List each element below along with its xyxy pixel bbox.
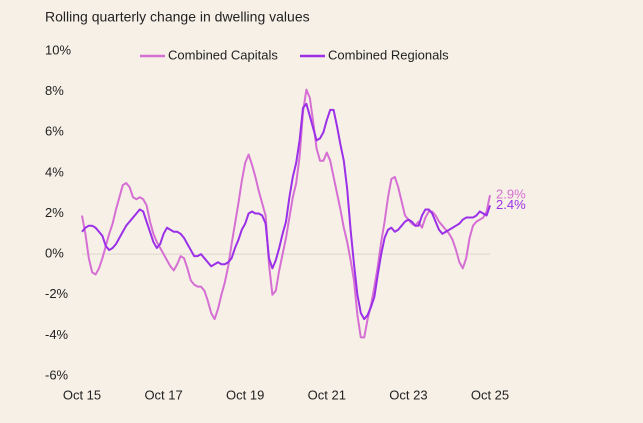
chart-title: Rolling quarterly change in dwelling val… [45,9,310,25]
y-tick-label: 4% [45,164,64,179]
value-label: 2.4% [496,197,526,212]
y-tick-label: 8% [45,83,64,98]
y-tick-label: -4% [45,327,69,342]
value-label: 2.9% [496,187,526,202]
series-line [81,102,491,321]
x-tick-label: Oct 25 [471,387,509,402]
y-tick-label: -2% [45,286,69,301]
legend-label: Combined Regionals [328,47,449,62]
y-tick-label: 0% [45,246,64,261]
y-tick-label: 6% [45,124,64,139]
series-line [81,88,491,339]
y-tick-label: 2% [45,205,64,220]
x-tick-label: Oct 17 [144,387,182,402]
legend-label: Combined Capitals [168,47,278,62]
x-tick-label: Oct 15 [63,387,101,402]
x-tick-label: Oct 21 [308,387,346,402]
y-tick-label: 10% [45,42,71,57]
x-tick-label: Oct 23 [389,387,427,402]
x-tick-label: Oct 19 [226,387,264,402]
y-tick-label: -6% [45,367,69,382]
